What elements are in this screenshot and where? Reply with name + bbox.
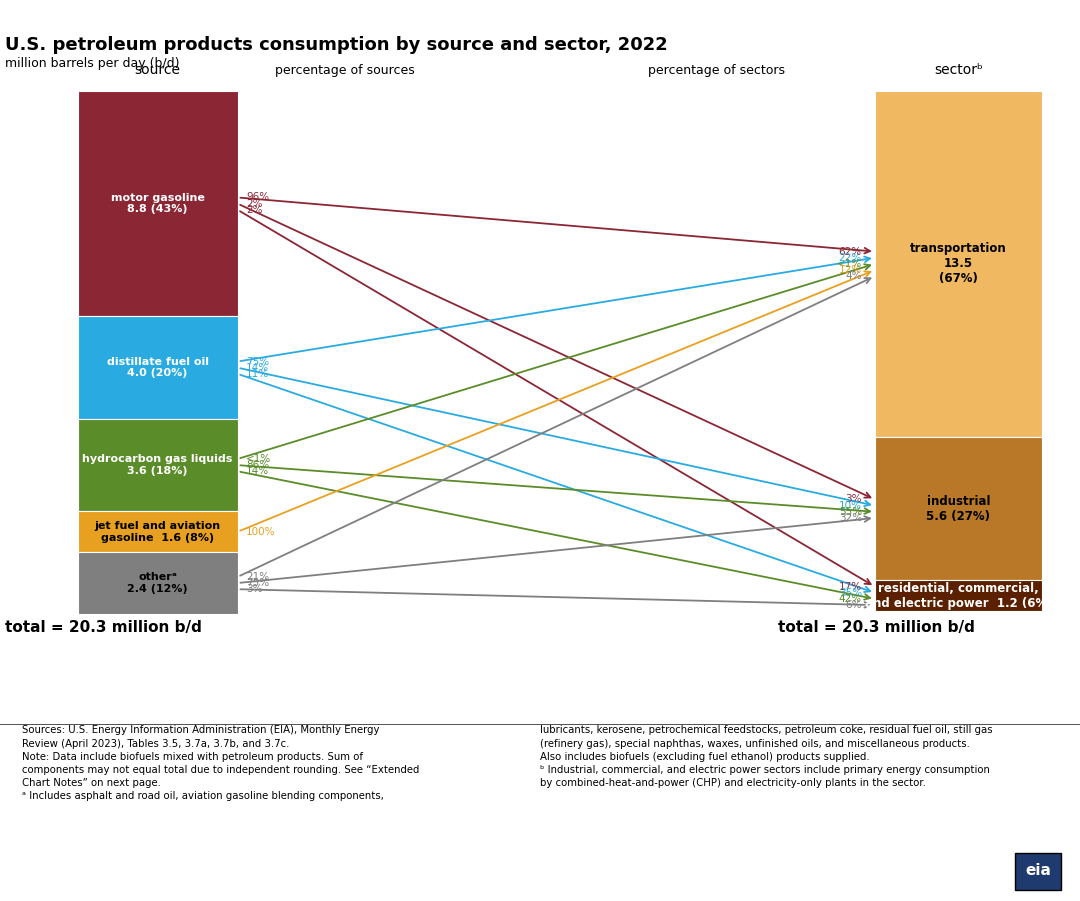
Text: 4%: 4% xyxy=(846,271,862,281)
Text: 2%: 2% xyxy=(246,205,262,214)
Text: 96%: 96% xyxy=(246,193,269,203)
Text: <1%: <1% xyxy=(837,259,862,268)
Text: percentage of sources: percentage of sources xyxy=(275,64,415,77)
Text: Sources: U.S. Energy Information Administration (EIA), ​Monthly Energy
Review (A: Sources: U.S. Energy Information Adminis… xyxy=(22,725,419,801)
Text: 42%: 42% xyxy=(839,594,862,604)
Text: otherᵃ
2.4 (12%): otherᵃ 2.4 (12%) xyxy=(127,572,188,594)
Text: 62%: 62% xyxy=(839,247,862,257)
FancyBboxPatch shape xyxy=(1015,853,1061,890)
Text: hydrocarbon gas liquids
3.6 (18%): hydrocarbon gas liquids 3.6 (18%) xyxy=(82,454,233,476)
Text: 6%: 6% xyxy=(846,600,862,610)
Text: industrial
5.6 (27%): industrial 5.6 (27%) xyxy=(927,495,990,523)
Text: sectorᵇ: sectorᵇ xyxy=(934,63,983,77)
Text: 100%: 100% xyxy=(246,527,275,537)
Text: 3%: 3% xyxy=(846,495,862,505)
Text: 12%: 12% xyxy=(839,265,862,275)
Text: 2%: 2% xyxy=(246,198,262,209)
Bar xyxy=(78,511,238,552)
Text: transportation
13.5
(67%): transportation 13.5 (67%) xyxy=(910,242,1007,286)
Text: 55%: 55% xyxy=(839,506,862,517)
Text: 21%: 21% xyxy=(246,572,269,582)
Text: 10%: 10% xyxy=(839,501,862,511)
Text: lubricants, kerosene, petrochemical feedstocks, petroleum coke, residual fuel oi: lubricants, kerosene, petrochemical feed… xyxy=(540,725,993,788)
Text: 11%: 11% xyxy=(246,369,269,378)
Text: <1%: <1% xyxy=(246,454,271,464)
Bar xyxy=(78,316,238,419)
Text: jet fuel and aviation
gasoline  1.6 (8%): jet fuel and aviation gasoline 1.6 (8%) xyxy=(95,521,220,542)
Text: eia: eia xyxy=(1025,863,1051,878)
Text: distillate fuel oil
4.0 (20%): distillate fuel oil 4.0 (20%) xyxy=(107,357,208,378)
Text: 3%: 3% xyxy=(246,584,262,594)
Text: motor gasoline
8.8 (43%): motor gasoline 8.8 (43%) xyxy=(111,193,204,214)
Text: percentage of sectors: percentage of sectors xyxy=(648,64,785,77)
Text: total = 20.3 million b/d: total = 20.3 million b/d xyxy=(778,620,974,635)
Text: 22%: 22% xyxy=(839,252,862,263)
Text: 75%: 75% xyxy=(246,357,269,367)
Bar xyxy=(78,552,238,614)
Text: 14%: 14% xyxy=(246,363,269,373)
Text: 32%: 32% xyxy=(839,513,862,523)
Text: 35%: 35% xyxy=(839,587,862,597)
Bar xyxy=(875,580,1042,611)
Text: total = 20.3 million b/d: total = 20.3 million b/d xyxy=(5,620,202,635)
Text: 14%: 14% xyxy=(246,467,269,477)
Text: 86%: 86% xyxy=(246,460,269,470)
Text: residential, commercial,
and electric power  1.2 (6%): residential, commercial, and electric po… xyxy=(865,582,1052,610)
Bar xyxy=(78,419,238,511)
Text: source: source xyxy=(135,63,180,77)
Bar xyxy=(875,91,1042,437)
Text: U.S. petroleum products consumption by source and sector, 2022: U.S. petroleum products consumption by s… xyxy=(5,36,669,54)
Text: 17%: 17% xyxy=(839,582,862,592)
Bar xyxy=(78,91,238,316)
Text: 75%: 75% xyxy=(246,578,269,588)
Text: million barrels per day (b/d): million barrels per day (b/d) xyxy=(5,57,180,69)
Bar xyxy=(875,437,1042,580)
